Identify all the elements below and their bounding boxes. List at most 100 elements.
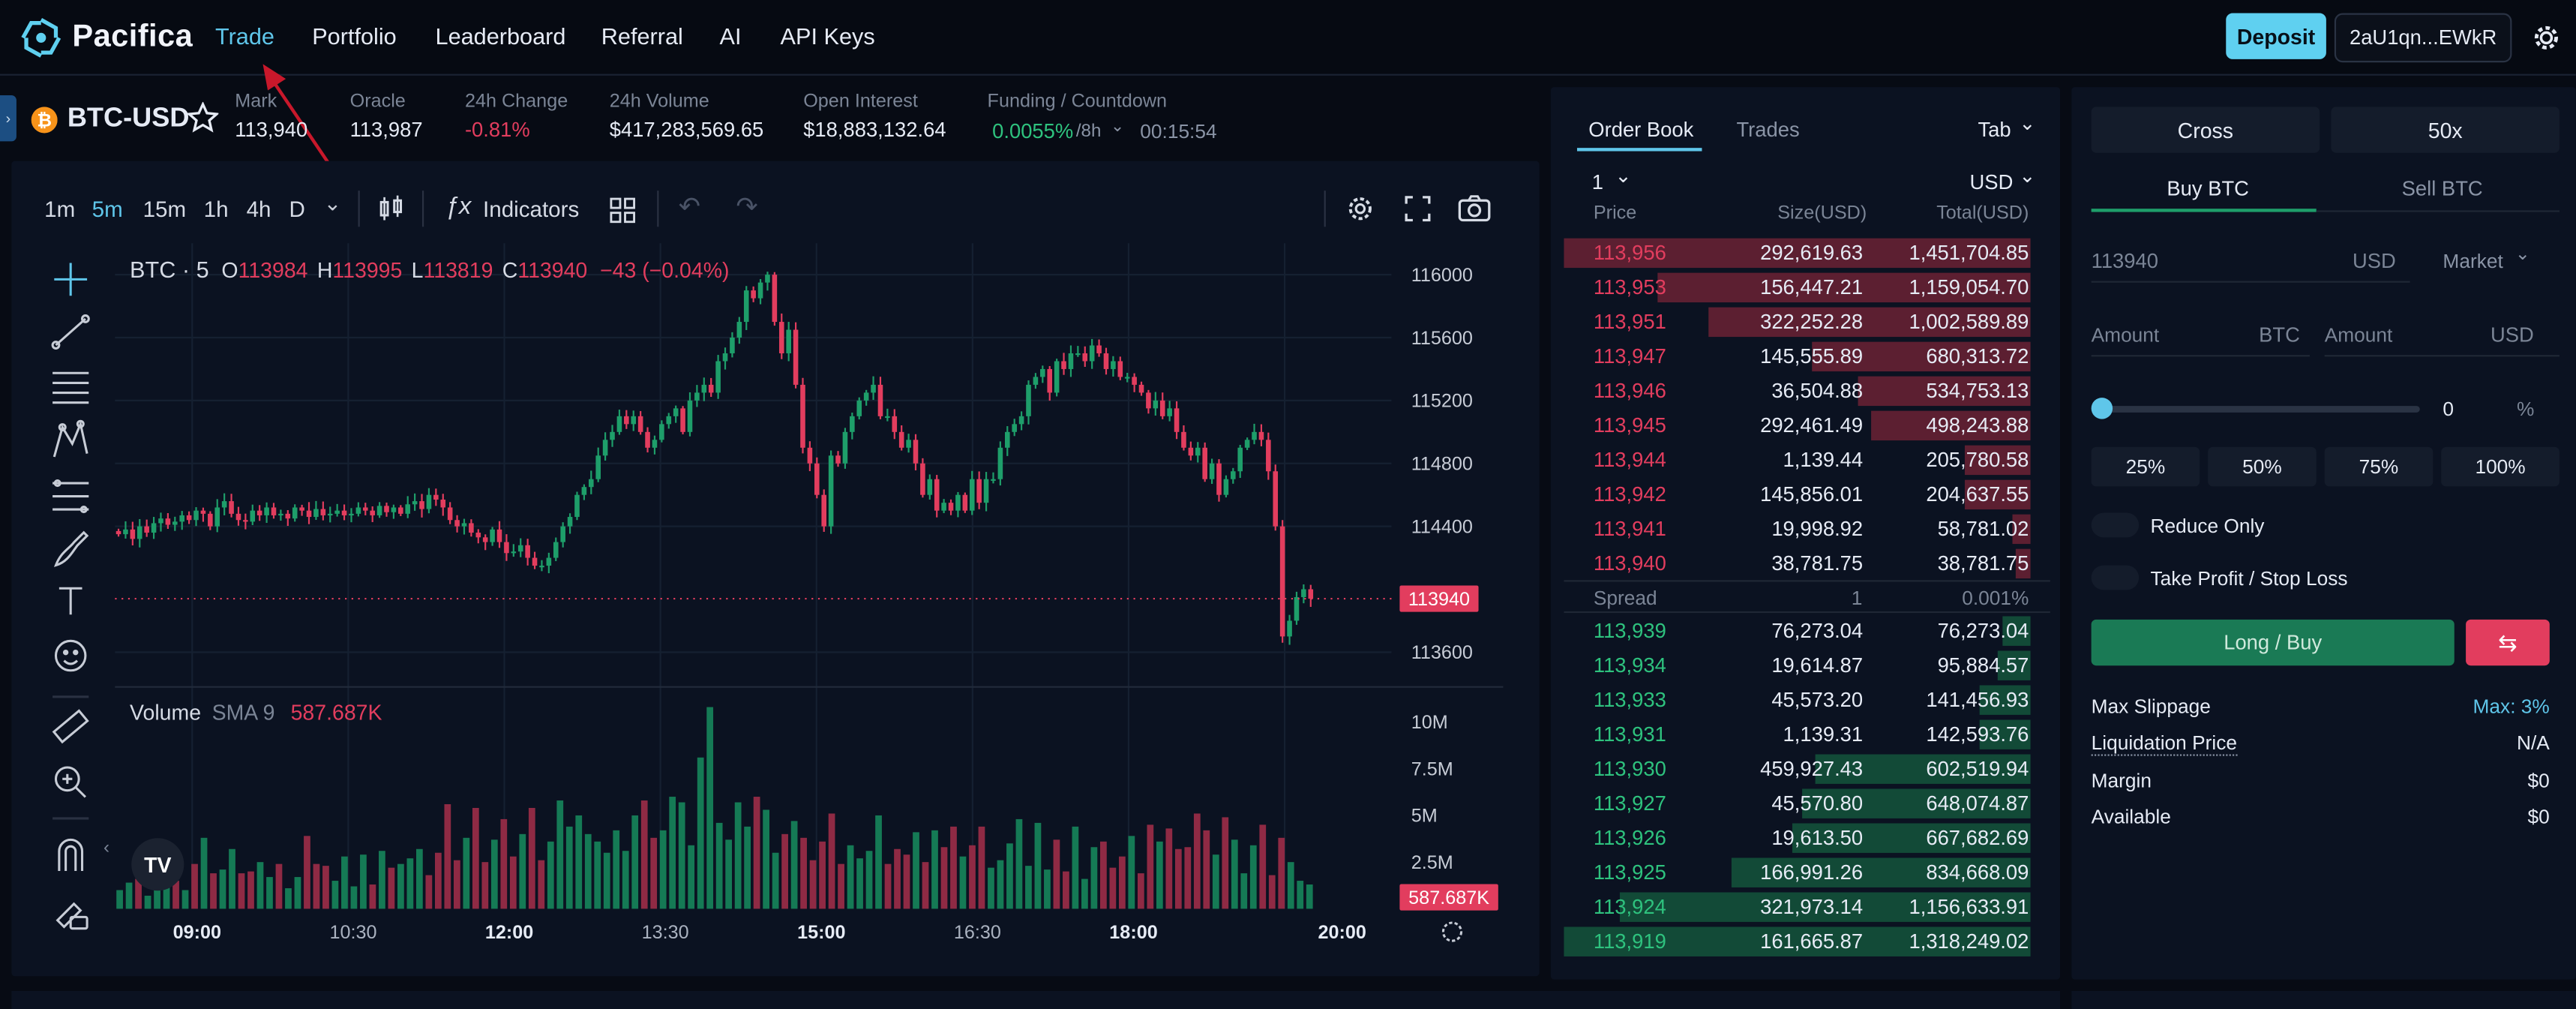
- swap-side-icon[interactable]: ⇆: [2466, 619, 2550, 666]
- volume-bar: [200, 837, 208, 909]
- ask-row[interactable]: 113,944 1,139.44 205,780.58: [1564, 443, 2050, 476]
- ask-row[interactable]: 113,942 145,856.01 204,637.55: [1564, 478, 2050, 511]
- indicators-button[interactable]: Indicators: [483, 197, 580, 222]
- margin-mode-button[interactable]: Cross: [2091, 107, 2320, 153]
- tab-buy[interactable]: Buy BTC: [2167, 177, 2249, 201]
- layouts-grid-icon[interactable]: [608, 196, 637, 225]
- last-price-tag: [1399, 585, 1479, 612]
- timeframe-4h[interactable]: 4h: [246, 197, 271, 222]
- ask-row[interactable]: 113,947 145,555.89 680,313.72: [1564, 340, 2050, 373]
- candle-body: [948, 503, 954, 511]
- bid-size: 45,570.80: [1771, 791, 1864, 815]
- ask-row[interactable]: 113,951 322,252.28 1,002,589.89: [1564, 305, 2050, 338]
- undo-icon[interactable]: ↶: [678, 194, 701, 222]
- size-slider-track[interactable]: [2102, 406, 2420, 413]
- time-tick: 15:00: [797, 922, 845, 943]
- candle-body: [1026, 384, 1031, 416]
- deposit-button[interactable]: Deposit: [2226, 13, 2326, 59]
- volume-bar: [847, 845, 854, 909]
- long-buy-button[interactable]: Long / Buy: [2091, 619, 2455, 666]
- nav-referral[interactable]: Referral: [601, 23, 683, 50]
- amount-usd-input[interactable]: Amount: [2324, 323, 2393, 347]
- bid-row[interactable]: 113,931 1,139.31 142,593.76: [1564, 718, 2050, 751]
- timeframe-d[interactable]: D: [289, 197, 305, 222]
- amount-btc-input[interactable]: Amount: [2091, 323, 2160, 347]
- order-type-chevron-icon[interactable]: ⌄: [2515, 245, 2531, 265]
- price-input[interactable]: 113940: [2091, 249, 2159, 273]
- unit-chevron-icon[interactable]: ⌄: [2019, 164, 2036, 188]
- sidebar-toggle[interactable]: ›: [0, 95, 16, 142]
- view-chevron-icon[interactable]: ⌄: [2019, 111, 2036, 135]
- toolbar-divider: [358, 191, 360, 227]
- pct-50-button[interactable]: 50%: [2208, 446, 2317, 487]
- fullscreen-icon[interactable]: [1403, 194, 1432, 223]
- ask-row[interactable]: 113,956 292,619.63 1,451,704.85: [1564, 236, 2050, 269]
- bid-row[interactable]: 113,930 459,927.43 602,519.94: [1564, 752, 2050, 785]
- indicators-fx-icon[interactable]: ƒx: [445, 192, 472, 221]
- tradingview-logo[interactable]: TV: [131, 838, 184, 891]
- size-slider-thumb[interactable]: [2091, 398, 2113, 419]
- nav-api-keys[interactable]: API Keys: [780, 23, 875, 50]
- screenshot-camera-icon[interactable]: [1457, 194, 1492, 223]
- timeframe-5m[interactable]: 5m: [91, 197, 123, 222]
- nav-trade[interactable]: Trade: [214, 23, 274, 50]
- reduce-only-toggle[interactable]: [2091, 512, 2140, 538]
- bid-row[interactable]: 113,924 321,973.14 1,156,633.91: [1564, 890, 2050, 923]
- ask-row[interactable]: 113,945 292,461.49 498,243.88: [1564, 409, 2050, 442]
- ask-row[interactable]: 113,953 156,447.21 1,159,054.70: [1564, 271, 2050, 304]
- nav-ai[interactable]: AI: [719, 23, 742, 50]
- price-chart[interactable]: 116000 115600 115200 114800 114400 113600 1139…: [11, 161, 1539, 977]
- leverage-button[interactable]: 50x: [2331, 107, 2560, 153]
- view-toggle[interactable]: Tab: [1978, 118, 2011, 142]
- tab-sell[interactable]: Sell BTC: [2401, 177, 2483, 201]
- candle-type-icon[interactable]: [376, 194, 406, 223]
- ask-row[interactable]: 113,940 38,781.75 38,781.75: [1564, 547, 2050, 580]
- symbol-title[interactable]: BTC-USD: [67, 104, 190, 134]
- volume-bar: [219, 869, 226, 909]
- funding-chevron-icon[interactable]: ⌄: [1110, 118, 1125, 137]
- logo[interactable]: Pacifica: [19, 17, 193, 59]
- favorite-star-icon[interactable]: [187, 101, 219, 134]
- bid-row[interactable]: 113,925 166,991.26 834,668.09: [1564, 856, 2050, 889]
- slider-value[interactable]: 0: [2443, 398, 2455, 421]
- timeframe-1m[interactable]: 1m: [44, 197, 76, 222]
- wallet-button[interactable]: 2aU1qn...EWkR: [2334, 13, 2512, 63]
- timeframe-1h[interactable]: 1h: [203, 197, 229, 222]
- grouping-select[interactable]: 1: [1591, 170, 1603, 194]
- volume-bar: [884, 863, 892, 909]
- grouping-chevron-icon[interactable]: ⌄: [1615, 164, 1632, 188]
- bid-row[interactable]: 113,934 19,614.87 95,884.57: [1564, 649, 2050, 682]
- pct-100-button[interactable]: 100%: [2441, 446, 2560, 487]
- legend-l-label: L: [411, 257, 424, 283]
- tab-trades[interactable]: Trades: [1736, 118, 1800, 142]
- depth-bar: [2002, 616, 2031, 646]
- tab-order-book[interactable]: Order Book: [1588, 118, 1694, 142]
- settings-gear-icon[interactable]: [2530, 21, 2563, 54]
- volume-bar: [181, 890, 189, 909]
- bid-row[interactable]: 113,919 161,665.87 1,318,249.02: [1564, 925, 2050, 958]
- volume-bar: [360, 854, 367, 909]
- nav-portfolio[interactable]: Portfolio: [312, 23, 397, 50]
- axis-settings-icon[interactable]: [1441, 921, 1463, 942]
- redo-icon[interactable]: ↷: [736, 194, 758, 222]
- funding-period[interactable]: /8h: [1075, 122, 1102, 142]
- pct-75-button[interactable]: 75%: [2324, 446, 2434, 487]
- unit-select[interactable]: USD: [1969, 170, 2014, 194]
- timeframe-15m[interactable]: 15m: [142, 197, 187, 222]
- bid-row[interactable]: 113,926 19,613.50 667,682.69: [1564, 821, 2050, 854]
- pct-25-button[interactable]: 25%: [2091, 446, 2200, 487]
- tp-sl-toggle[interactable]: [2091, 565, 2140, 590]
- bid-row[interactable]: 113,939 76,273.04 76,273.04: [1564, 614, 2050, 647]
- ask-row[interactable]: 113,946 36,504.88 534,753.13: [1564, 374, 2050, 407]
- margin-label: Margin: [2091, 769, 2152, 792]
- nav-leaderboard[interactable]: Leaderboard: [435, 23, 566, 50]
- collapse-toolbar-icon[interactable]: ‹: [103, 838, 110, 858]
- timeframe-chevron-icon[interactable]: ⌄: [323, 191, 342, 215]
- chart-settings-icon[interactable]: [1345, 194, 1375, 223]
- bid-row[interactable]: 113,927 45,570.80 648,074.87: [1564, 787, 2050, 820]
- bid-row[interactable]: 113,933 45,573.20 141,456.93: [1564, 683, 2050, 716]
- order-type-select[interactable]: Market: [2443, 249, 2503, 273]
- max-slippage-value[interactable]: Max: 3%: [2473, 695, 2550, 719]
- price-unit: USD: [2352, 249, 2396, 273]
- ask-row[interactable]: 113,941 19,998.92 58,781.02: [1564, 512, 2050, 545]
